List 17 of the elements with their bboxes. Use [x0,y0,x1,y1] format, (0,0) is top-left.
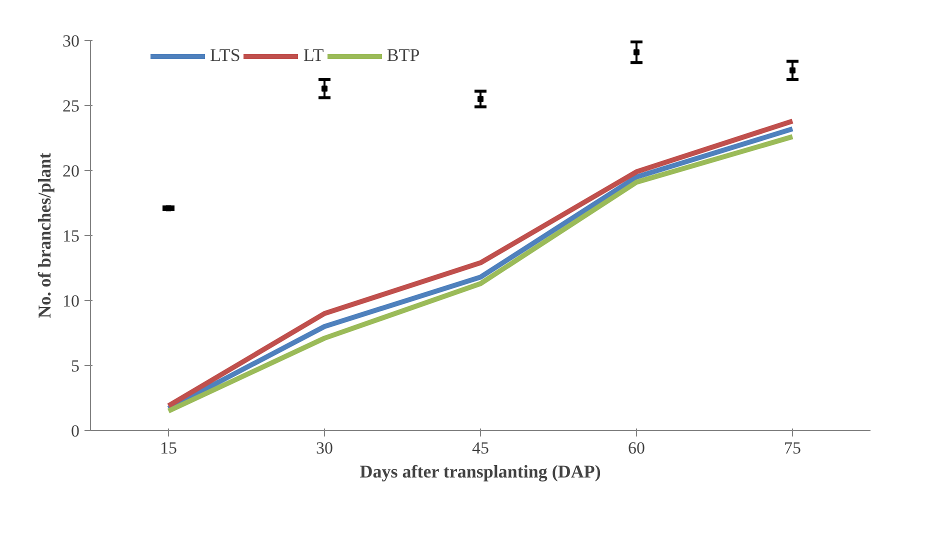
y-tick-label: 20 [62,162,80,180]
y-tick-label: 30 [62,32,80,50]
y-tick-label: 5 [71,356,80,376]
x-tick-label: 15 [160,438,177,458]
y-axis-title: No. of branches/plant [34,152,54,318]
x-tick-label: 45 [472,438,489,458]
x-tick-label: 30 [316,438,333,458]
x-tick-label: 60 [628,438,645,458]
y-tick-label: 10 [62,292,80,310]
x-tick-label: 75 [784,438,801,458]
y-tick-label: 15 [62,226,80,246]
legend-label: LTS [210,45,240,66]
legend-label: BTP [386,45,420,66]
y-tick-label: 0 [71,422,80,440]
x-axis-title: Days after transplanting (DAP) [360,462,601,482]
y-tick-label: 25 [62,96,80,116]
legend-label: LT [303,45,324,66]
